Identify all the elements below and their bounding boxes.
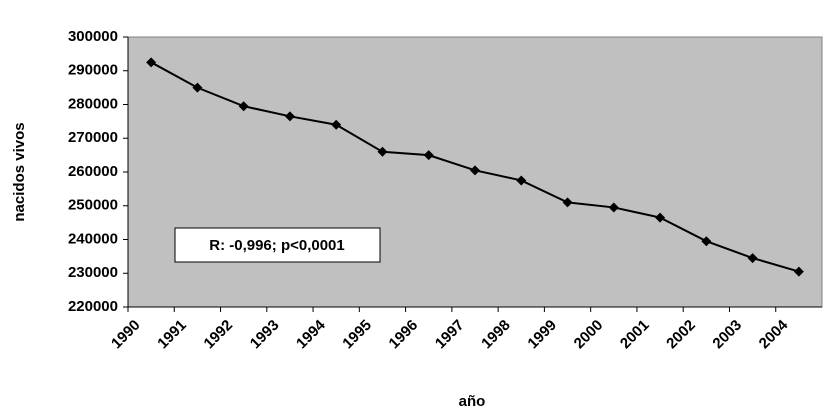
x-tick-label: 1998 — [478, 317, 514, 353]
annotation: R: -0,996; p<0,0001 — [209, 237, 345, 254]
data-point — [284, 111, 295, 122]
x-tick-label: 2001 — [617, 317, 653, 353]
data-point — [747, 253, 758, 264]
y-tick-label: 220000 — [68, 298, 118, 315]
data-point — [146, 57, 157, 68]
data-point — [793, 266, 804, 277]
x-tick-label: 2002 — [663, 317, 699, 353]
data-point — [377, 146, 388, 157]
y-tick-label: 250000 — [68, 197, 118, 214]
x-tick-label: 1997 — [432, 317, 468, 353]
y-tick-label: 280000 — [68, 95, 118, 112]
y-tick-label: 300000 — [68, 28, 118, 45]
data-point — [655, 212, 666, 223]
x-tick-label: 1995 — [339, 317, 375, 353]
x-tick-label: 1993 — [247, 317, 283, 353]
y-tick-label: 260000 — [68, 163, 118, 180]
y-axis-label: nacidos vivos — [11, 122, 28, 221]
data-point — [701, 236, 712, 247]
data-point — [423, 150, 434, 161]
data-point — [192, 82, 203, 93]
y-tick-label: 240000 — [68, 230, 118, 247]
y-tick-label: 230000 — [68, 264, 118, 281]
data-point — [470, 165, 480, 176]
x-tick-label: 1992 — [201, 317, 237, 353]
x-tick-label: 1991 — [154, 317, 190, 353]
x-tick-label: 2004 — [756, 316, 792, 352]
data-point — [238, 101, 249, 112]
data-point — [608, 202, 619, 213]
data-point — [562, 197, 573, 208]
x-tick-label: 1996 — [386, 317, 422, 353]
x-axis-label: año — [459, 393, 486, 410]
data-point — [331, 119, 342, 130]
data-point — [516, 175, 527, 186]
annotation-box — [174, 227, 381, 263]
x-tick-label: 1999 — [524, 317, 560, 353]
x-tick-label: 2000 — [571, 317, 607, 353]
y-tick-label: 270000 — [68, 129, 118, 146]
y-tick-label: 290000 — [68, 62, 118, 79]
x-tick-label: 2003 — [709, 317, 745, 353]
x-tick-label: 1990 — [108, 317, 144, 353]
x-tick-label: 1994 — [293, 316, 329, 352]
